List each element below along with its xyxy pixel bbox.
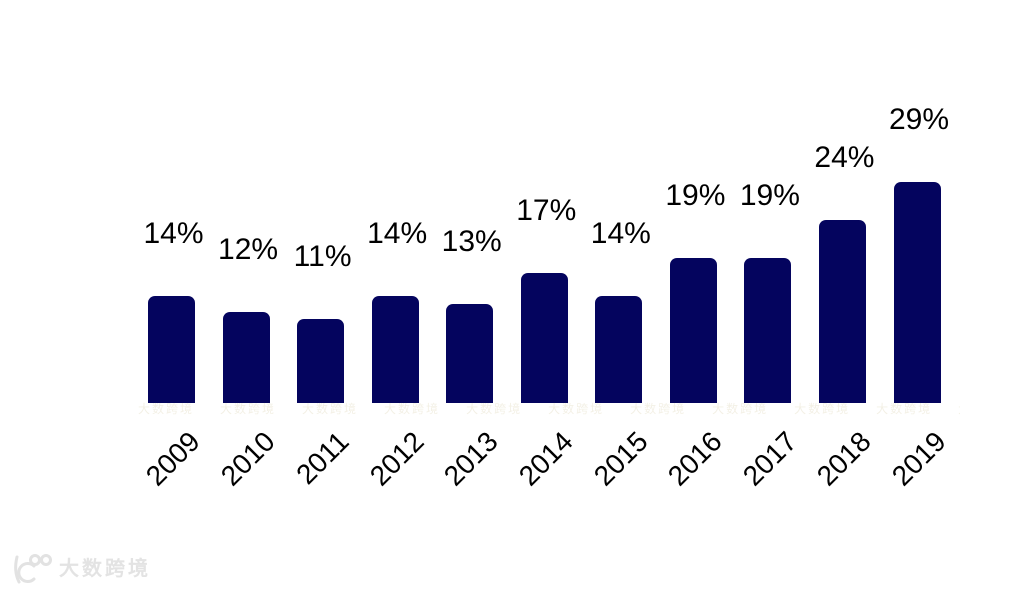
- watermark-strip-text: 大数跨境: [138, 402, 195, 416]
- bar-value-label: 19%: [665, 179, 726, 212]
- bar-value-label: 29%: [888, 103, 950, 136]
- x-axis-label: 2012: [363, 425, 430, 492]
- bar-value-label: 24%: [814, 141, 875, 174]
- watermark-strip-text: 大数跨境: [466, 402, 523, 416]
- watermark-strip-text: 大数跨境: [302, 402, 359, 416]
- bar-value-label: 14%: [143, 217, 204, 250]
- watermark-strip-text: 大数跨境: [958, 402, 960, 416]
- x-axis-label: 2019: [885, 425, 952, 492]
- bar: [818, 220, 866, 403]
- x-axis-label: 2017: [736, 425, 803, 492]
- watermark-strip: 大数跨境 大数跨境 大数跨境 大数跨境 大数跨境 大数跨境 大数跨境 大数跨境 大数跨境 大数跨境…: [138, 401, 960, 417]
- bar-value-label: 14%: [590, 217, 651, 250]
- x-axis-label: 2010: [214, 425, 281, 492]
- bar: [669, 258, 717, 403]
- watermark-strip-text: 大数跨境: [630, 402, 687, 416]
- brand-name: 大数跨境: [59, 558, 151, 580]
- watermark-strip-text: 大数跨境: [548, 402, 605, 416]
- watermark-strip-text: 大数跨境: [384, 402, 441, 416]
- bar-value-label: 12%: [218, 233, 279, 266]
- x-axis-label: 2018: [810, 425, 877, 492]
- bar: [744, 258, 792, 403]
- watermark-strip-text: 大数跨境: [712, 402, 769, 416]
- watermark-strip-text: 大数跨境: [220, 402, 277, 416]
- bar: [222, 312, 270, 403]
- x-axis-label: 2016: [661, 425, 728, 492]
- bar: [595, 296, 643, 403]
- x-axis-label: 2015: [587, 425, 654, 492]
- bar: [297, 319, 345, 403]
- bar: [520, 273, 568, 403]
- bar: [893, 182, 941, 403]
- watermark-strip-text: 大数跨境: [794, 402, 851, 416]
- bar: [148, 296, 195, 403]
- watermark-strip-text: 大数跨境: [876, 402, 933, 416]
- bar-value-label: 19%: [739, 179, 800, 212]
- bar-value-label: 11%: [293, 240, 352, 273]
- x-axis-label: 2011: [290, 425, 356, 491]
- brand-watermark: 大数跨境: [10, 552, 151, 586]
- x-axis-label: 2013: [438, 425, 505, 492]
- bar-value-label: 17%: [516, 194, 577, 227]
- x-axis-label: 2014: [512, 425, 579, 492]
- bar-value-label: 14%: [367, 217, 428, 250]
- k100-logo-icon: [14, 554, 52, 584]
- bar-value-label: 13%: [441, 225, 502, 258]
- x-axis-label: 2009: [140, 425, 207, 492]
- bar: [446, 304, 494, 403]
- bar: [371, 296, 419, 403]
